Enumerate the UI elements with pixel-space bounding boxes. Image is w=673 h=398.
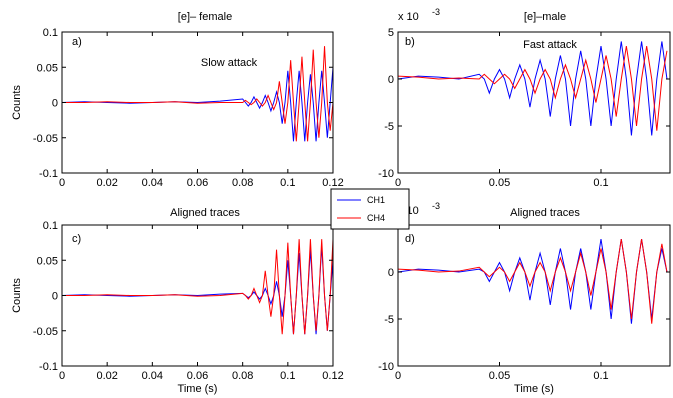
y-tick-label: 0.05 <box>37 255 58 267</box>
annotation: Slow attack <box>201 57 258 69</box>
x-tick-label: 0.08 <box>232 370 253 382</box>
x-tick-label: 0.12 <box>322 177 343 189</box>
y-tick-label: 0 <box>388 267 394 279</box>
y-tick-label: -10 <box>378 168 394 180</box>
annotation: Fast attack <box>523 39 577 51</box>
y-tick-label: -5 <box>384 314 394 326</box>
y-tick-label: 0 <box>388 74 394 86</box>
y-tick-label: 5 <box>388 27 394 39</box>
x-tick-label: 0 <box>395 370 401 382</box>
y-axis-label: Counts <box>11 278 23 313</box>
y-tick-label: -5 <box>384 121 394 133</box>
y-tick-label: -0.1 <box>39 361 58 373</box>
y-tick-label: -0.05 <box>33 133 58 145</box>
x-tick-label: 0 <box>59 370 65 382</box>
y-tick-label: -0.1 <box>39 168 58 180</box>
x-tick-label: 0.02 <box>96 177 117 189</box>
x-tick-label: 0.1 <box>593 370 608 382</box>
annotation: d) <box>405 233 415 245</box>
y-tick-label: -10 <box>378 361 394 373</box>
plot-area <box>398 32 670 173</box>
axes-frame <box>397 224 671 367</box>
axes-frame <box>397 31 671 174</box>
x-tick-label: 0 <box>59 177 65 189</box>
y-tick-label: 0.05 <box>37 62 58 74</box>
chart-title: [e]– female <box>178 11 232 23</box>
y-scale-exponent: -3 <box>432 201 440 211</box>
x-axis-label: Time (s) <box>178 383 218 395</box>
series-line <box>62 46 333 142</box>
chart-title: [e]–male <box>524 11 566 23</box>
annotation: b) <box>405 36 415 48</box>
x-tick-label: 0.05 <box>489 177 510 189</box>
y-tick-label: 0.1 <box>43 27 58 39</box>
x-tick-label: 0.1 <box>280 370 295 382</box>
y-tick-label: 0.1 <box>43 220 58 232</box>
annotation: c) <box>72 233 81 245</box>
series-line <box>398 46 668 131</box>
x-tick-label: 0.1 <box>593 177 608 189</box>
x-tick-label: 0.02 <box>96 370 117 382</box>
annotation: a) <box>72 36 82 48</box>
y-axis-label: Counts <box>11 85 23 120</box>
x-tick-label: 0.06 <box>187 177 208 189</box>
x-tick-label: 0.1 <box>280 177 295 189</box>
series-line <box>398 239 668 324</box>
series-line <box>398 41 668 136</box>
x-axis-label: Time (s) <box>514 383 554 395</box>
y-tick-label: 0 <box>52 291 58 303</box>
chart-title: Aligned traces <box>170 207 240 219</box>
legend-box <box>330 188 410 230</box>
plot-area <box>398 225 670 366</box>
y-tick-label: -0.05 <box>33 326 58 338</box>
y-scale-base: x 10 <box>398 11 419 23</box>
x-tick-label: 0 <box>395 177 401 189</box>
x-tick-label: 0.08 <box>232 177 253 189</box>
x-tick-label: 0.12 <box>322 370 343 382</box>
x-tick-label: 0.04 <box>142 177 163 189</box>
legend-label: CH1 <box>367 195 385 205</box>
legend-label: CH4 <box>367 213 385 223</box>
x-tick-label: 0.05 <box>489 370 510 382</box>
y-scale-exponent: -3 <box>432 7 440 17</box>
series-line <box>62 239 333 335</box>
x-tick-label: 0.04 <box>142 370 163 382</box>
chart-title: Aligned traces <box>510 207 580 219</box>
x-tick-label: 0.06 <box>187 370 208 382</box>
series-line <box>62 67 333 142</box>
y-tick-label: 0 <box>52 98 58 110</box>
